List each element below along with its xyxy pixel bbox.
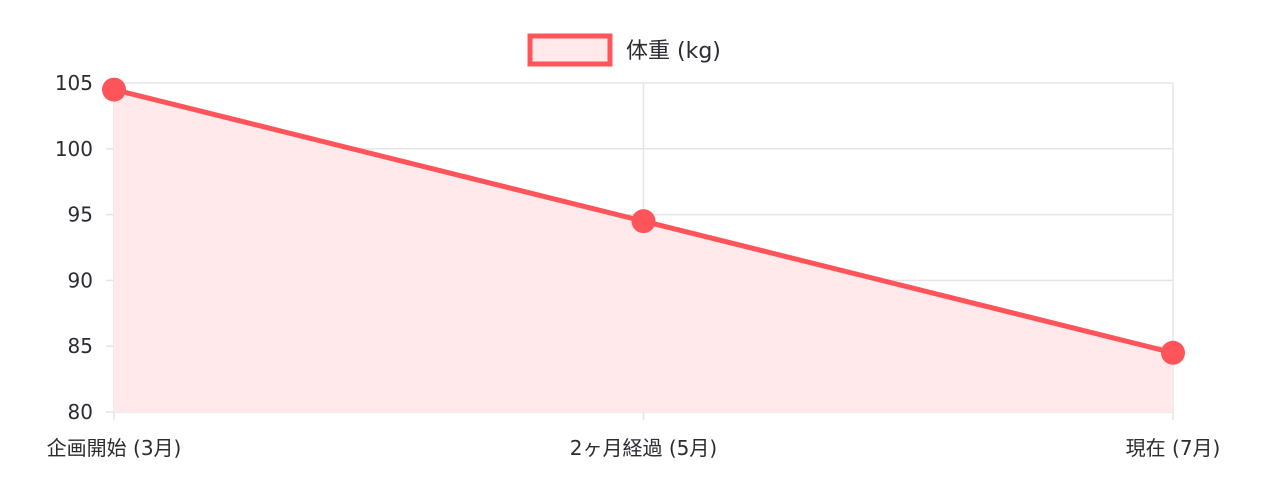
- x-axis-ticks: 企画開始 (3月) 2ヶ月経過 (5月) 現在 (7月): [47, 436, 1221, 460]
- y-axis-ticks: 80 85 90 95 100 105: [55, 71, 93, 424]
- x-tick-label: 企画開始 (3月): [47, 436, 182, 460]
- x-tick-label: 2ヶ月経過 (5月): [570, 436, 717, 460]
- point-layer: [102, 77, 1185, 365]
- data-point[interactable]: [1161, 340, 1185, 365]
- legend-swatch[interactable]: [527, 33, 613, 67]
- y-tick-label: 95: [68, 203, 93, 227]
- data-point[interactable]: [102, 77, 126, 102]
- y-tick-label: 100: [55, 137, 93, 161]
- y-tick-label: 90: [68, 268, 93, 292]
- x-tick-label: 現在 (7月): [1126, 436, 1221, 460]
- legend[interactable]: 体重 (kg): [527, 33, 721, 67]
- y-tick-label: 105: [55, 71, 93, 95]
- legend-label[interactable]: 体重 (kg): [626, 39, 721, 64]
- y-tick-label: 85: [68, 334, 93, 358]
- area-fill-layer: [114, 89, 1173, 412]
- area-fill: [114, 89, 1173, 412]
- y-tick-label: 80: [68, 400, 93, 424]
- data-point[interactable]: [631, 209, 656, 234]
